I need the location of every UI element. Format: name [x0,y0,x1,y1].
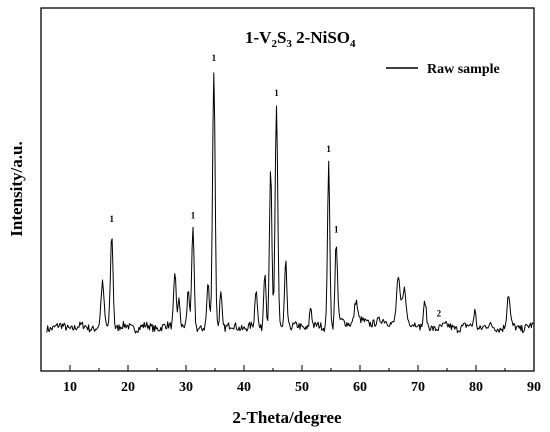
x-tick-label: 20 [121,380,135,395]
x-tick-label: 40 [237,380,251,395]
x-tick-label: 50 [295,380,309,395]
x-tick-label: 10 [63,380,77,395]
plot-frame [40,7,535,372]
peak-annotations: 1 1 1 1 1 1 2 [110,53,442,319]
peak-annotation-label: 1 [191,211,196,221]
x-axis-ticks [40,365,535,371]
x-tick-label: 30 [179,380,193,395]
y-axis-title: Intensity/a.u. [7,141,26,236]
peak-annotation-label: 1 [334,225,339,235]
peak-annotation-label: 1 [110,214,115,224]
legend-label-raw-sample: Raw sample [427,62,500,77]
x-axis-title: 2-Theta/degree [232,408,342,427]
peak-annotation-label: 2 [437,309,442,319]
x-tick-label: 70 [411,380,425,395]
series-raw-sample-line [46,72,534,334]
peak-annotation-label: 1 [212,53,217,63]
x-tick-label: 60 [353,380,367,395]
legend: Raw sample [386,62,500,77]
chart-title: 1-V2S3 2-NiSO4 [245,28,356,50]
peak-annotation-label: 1 [326,144,331,154]
peak-annotation-label: 1 [274,88,279,98]
x-axis-tick-labels: 10 20 30 40 50 60 70 80 90 [63,380,541,395]
x-tick-label: 90 [527,380,541,395]
x-tick-label: 80 [469,380,483,395]
